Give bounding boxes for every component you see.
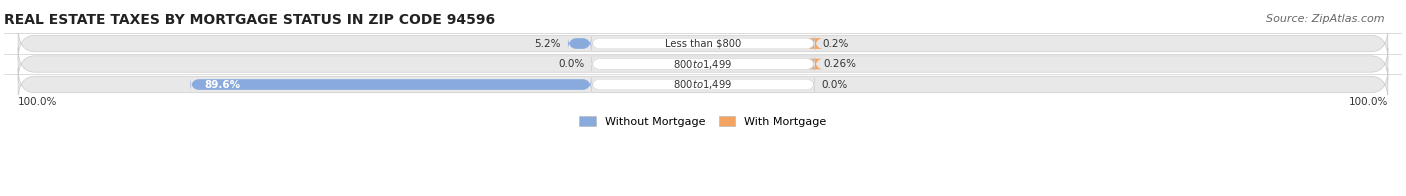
Text: 89.6%: 89.6% (204, 80, 240, 90)
FancyBboxPatch shape (18, 68, 1388, 101)
Text: $800 to $1,499: $800 to $1,499 (673, 78, 733, 91)
Text: 100.0%: 100.0% (18, 97, 58, 107)
Text: REAL ESTATE TAXES BY MORTGAGE STATUS IN ZIP CODE 94596: REAL ESTATE TAXES BY MORTGAGE STATUS IN … (4, 13, 495, 27)
Text: 5.2%: 5.2% (534, 38, 561, 48)
FancyBboxPatch shape (591, 78, 815, 92)
Text: 0.0%: 0.0% (821, 80, 848, 90)
FancyBboxPatch shape (807, 36, 823, 51)
Text: 0.26%: 0.26% (823, 59, 856, 69)
Text: $800 to $1,499: $800 to $1,499 (673, 57, 733, 71)
Text: Less than $800: Less than $800 (665, 38, 741, 48)
Text: 0.0%: 0.0% (558, 59, 585, 69)
FancyBboxPatch shape (190, 78, 591, 92)
Text: 100.0%: 100.0% (1348, 97, 1388, 107)
Legend: Without Mortgage, With Mortgage: Without Mortgage, With Mortgage (575, 111, 831, 131)
Text: Source: ZipAtlas.com: Source: ZipAtlas.com (1267, 14, 1385, 24)
FancyBboxPatch shape (568, 36, 591, 51)
FancyBboxPatch shape (18, 48, 1388, 80)
Text: 0.2%: 0.2% (823, 38, 849, 48)
FancyBboxPatch shape (18, 27, 1388, 60)
FancyBboxPatch shape (591, 57, 815, 71)
FancyBboxPatch shape (591, 36, 815, 51)
FancyBboxPatch shape (807, 57, 823, 71)
